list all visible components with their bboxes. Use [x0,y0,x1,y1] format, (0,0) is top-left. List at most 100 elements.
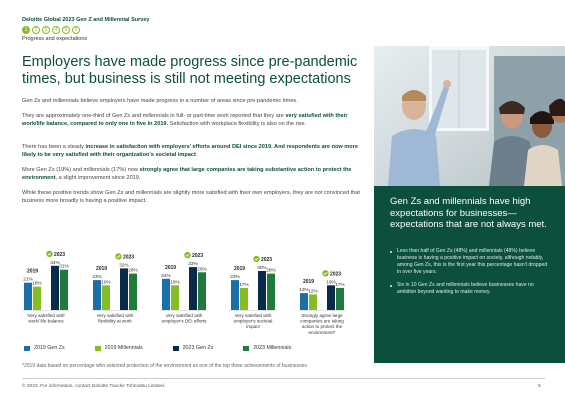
dei-paragraph: There has been a steady increase in sati… [22,143,362,159]
legend-label: 2023 Millennials [253,345,292,351]
bar-2019-millennials [240,287,248,310]
intro-paragraph: Gen Zs and millennials believe employers… [22,98,298,104]
bar-value-label: 23% [230,274,240,280]
footer-copyright: © 2023. For information, contact Deloitt… [22,384,166,389]
footer-divider [22,378,545,379]
bar-value-label: 19% [326,279,336,285]
bar-2023-gen-zs [120,268,128,310]
bar-2023-millennials [60,269,68,310]
bar-2019-gen-zs [24,282,32,310]
section-step-6[interactable]: 6 [72,26,80,34]
year-label: 2019 [96,266,107,272]
section-step-3[interactable]: 3 [42,26,50,34]
category-label: Very satisfied with employer's DEI effort… [162,313,208,324]
bar-2023-gen-zs [51,265,59,310]
environment-paragraph-text: More Gen Zs (19%) and millennials (17%) … [22,167,140,173]
check-mark-icon [185,253,190,257]
insight-bullet: Less than half of Gen Zs (48%) and mille… [390,248,550,276]
environment-paragraph: More Gen Zs (19%) and millennials (17%) … [22,166,362,182]
check-mark-icon [116,254,121,259]
year-label: 2023 [330,271,341,277]
legend-swatch [94,345,101,351]
section-step-4[interactable]: 4 [52,26,60,34]
year-label: 2023 [192,253,203,259]
worklife-paragraph-tail: Satisfaction with workplace flexibility … [168,121,307,127]
bar-value-label: 30% [257,265,267,271]
legend-item: 2019 Millennials [94,345,143,351]
section-step-2[interactable]: 2 [32,26,40,34]
chart-group: 23% 17% 30%28% 2019 2023 Very satisfied with e… [229,255,277,329]
bar-value-label: 28% [128,268,138,274]
check-mark-icon [47,252,52,256]
bar-value-label: 17% [239,282,249,288]
bar-value-label: 34% [50,260,60,266]
year-label: 2023 [123,254,134,260]
bar-2019-gen-zs [231,280,239,310]
bar-2019-gen-zs [93,280,101,310]
bar-value-label: 19% [101,279,111,285]
section-step-5[interactable]: 5 [62,26,70,34]
bar-2023-millennials [336,287,344,310]
chart-group: 24%19% 33%29% 2019 2023 Very satisfied with e… [160,251,208,324]
section-label: Progress and expectations [22,36,88,42]
legend-label: 2019 Millennials [104,345,143,351]
page-headline: Employers have made progress since pre-p… [22,53,358,87]
bar-2023-millennials [129,273,137,310]
bar-2019-gen-zs [300,293,308,310]
insight-bullets: Less than half of Gen Zs (48%) and mille… [390,248,550,302]
bar-value-label: 18% [32,281,42,287]
bar-value-label: 33% [188,261,198,267]
bar-value-label: 32% [119,262,129,268]
year-label: 2019 [303,279,314,285]
bar-value-label: 23% [92,274,102,280]
legend-swatch [172,345,179,351]
worklife-paragraph: They are approximately one-third of Gen … [22,112,362,128]
year-label: 2023 [54,252,65,258]
chart-group: 13% 12% 19%17% 2019 2023 Strongly agree large… [298,270,346,335]
legend-label: 2019 Gen Zs [34,345,65,351]
category-label: 'Very satisfied with' work/ life balance [27,313,66,324]
bar-2023-gen-zs [189,267,197,310]
bar-value-label: 31% [59,264,69,270]
page-number: 6 [538,384,541,389]
bar-value-label: 19% [170,279,180,285]
team-photo [374,46,565,186]
bar-2019-gen-zs [162,278,170,310]
category-label: Very satisfied with employer's societal im… [234,313,273,329]
year-label: 2019 [27,269,38,275]
survey-title: Deloitte Global 2023 Gen Z and Millennia… [22,17,150,23]
check-icon [46,250,53,257]
bar-2023-gen-zs [258,271,266,310]
category-label: Very satisfied with flexibility at work [97,313,134,324]
satisfaction-bar-chart: 21%18% 34%31% 2019 2023 'Very satisfied with… [22,250,346,335]
category-label: Strongly agree large companies are taking… [300,313,344,335]
bar-2019-millennials [171,285,179,310]
check-icon [322,270,329,277]
bar-2023-millennials [198,272,206,310]
bar-value-label: 28% [266,268,276,274]
bar-2019-millennials [33,286,41,310]
chart-footnote: *2019 data based on percentage who selec… [22,363,309,369]
check-icon [115,253,122,260]
bar-value-label: 21% [23,277,33,283]
section-step-1[interactable]: 1 [22,26,30,34]
legend-label: 2023 Gen Zs [182,345,214,351]
legend-item: 2023 Gen Zs [172,345,214,351]
insight-panel-title: Gen Zs and millennials have high expecta… [390,196,547,230]
check-mark-icon [254,257,259,261]
dei-paragraph-tail: . [195,152,198,158]
bar-2023-millennials [267,273,275,310]
legend-swatch [24,345,30,351]
environment-paragraph-bold: strongly agree that large companies are … [22,167,352,181]
dei-paragraph-text: There has been a steady [22,144,86,150]
conclusion-paragraph: While these positive trends show Gen Zs … [22,190,360,204]
legend-swatch [243,345,250,351]
environment-paragraph-tail: , a slight improvement since 2019. [55,175,141,181]
legend-item: 2019 Gen Zs [24,345,65,351]
chart-group: 23%19% 32%28% 2019 2023 Very satisfied with f… [91,253,139,324]
check-icon [253,255,260,263]
bar-value-label: 24% [161,273,171,279]
worklife-paragraph-bold: very satisfied with their work/life bala… [22,113,348,127]
